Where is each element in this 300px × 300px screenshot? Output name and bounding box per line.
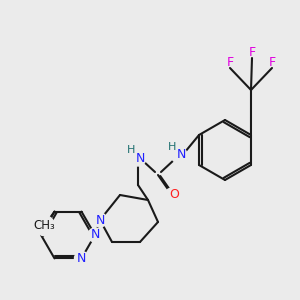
Circle shape (93, 213, 107, 227)
Circle shape (74, 251, 88, 266)
Text: N: N (176, 148, 186, 161)
Text: F: F (226, 56, 234, 68)
Text: N: N (135, 152, 145, 164)
Circle shape (34, 216, 55, 236)
Text: O: O (169, 188, 179, 202)
Text: N: N (90, 229, 100, 242)
Text: CH₃: CH₃ (34, 219, 56, 232)
Circle shape (165, 188, 179, 202)
Text: N: N (95, 214, 105, 226)
Text: F: F (268, 56, 276, 68)
Text: H: H (127, 145, 135, 155)
Text: F: F (248, 46, 256, 59)
Text: N: N (77, 252, 86, 265)
Text: H: H (168, 142, 176, 152)
Circle shape (130, 150, 146, 166)
Circle shape (171, 147, 187, 163)
Circle shape (88, 228, 102, 242)
